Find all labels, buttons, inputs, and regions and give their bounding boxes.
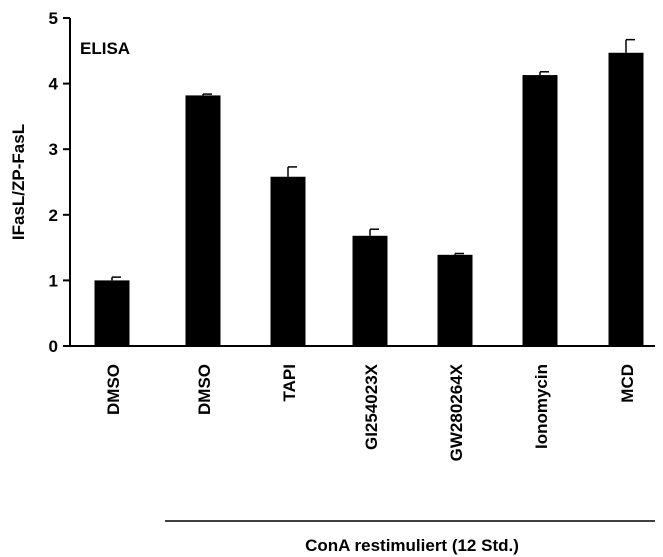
y-tick-label: 2 xyxy=(49,206,58,225)
bar xyxy=(270,176,306,346)
bar xyxy=(608,52,644,346)
y-tick-label: 3 xyxy=(49,140,58,159)
x-tick-label: DMSO xyxy=(195,364,214,415)
y-tick-label: 1 xyxy=(49,271,58,290)
x-tick-label: MCD xyxy=(618,364,637,403)
x-tick-label: DMSO xyxy=(104,364,123,415)
bar xyxy=(185,95,221,347)
x-tick-label: GW280264X xyxy=(447,363,466,461)
bar xyxy=(94,280,130,346)
annotation: ELISA xyxy=(80,39,130,58)
x-tick-label: GI254023X xyxy=(362,363,381,450)
y-tick-label: 5 xyxy=(49,9,58,28)
y-axis-label: IFasL/ZP-FasL xyxy=(9,124,28,240)
x-tick-label: TAPI xyxy=(280,364,299,401)
y-tick-label: 0 xyxy=(49,337,58,356)
group-label: ConA restimuliert (12 Std.) xyxy=(305,536,519,555)
bar xyxy=(437,254,473,346)
y-tick-label: 4 xyxy=(49,75,59,94)
x-tick-label: Ionomycin xyxy=(532,364,551,449)
bar xyxy=(352,235,388,346)
bar xyxy=(522,75,558,347)
